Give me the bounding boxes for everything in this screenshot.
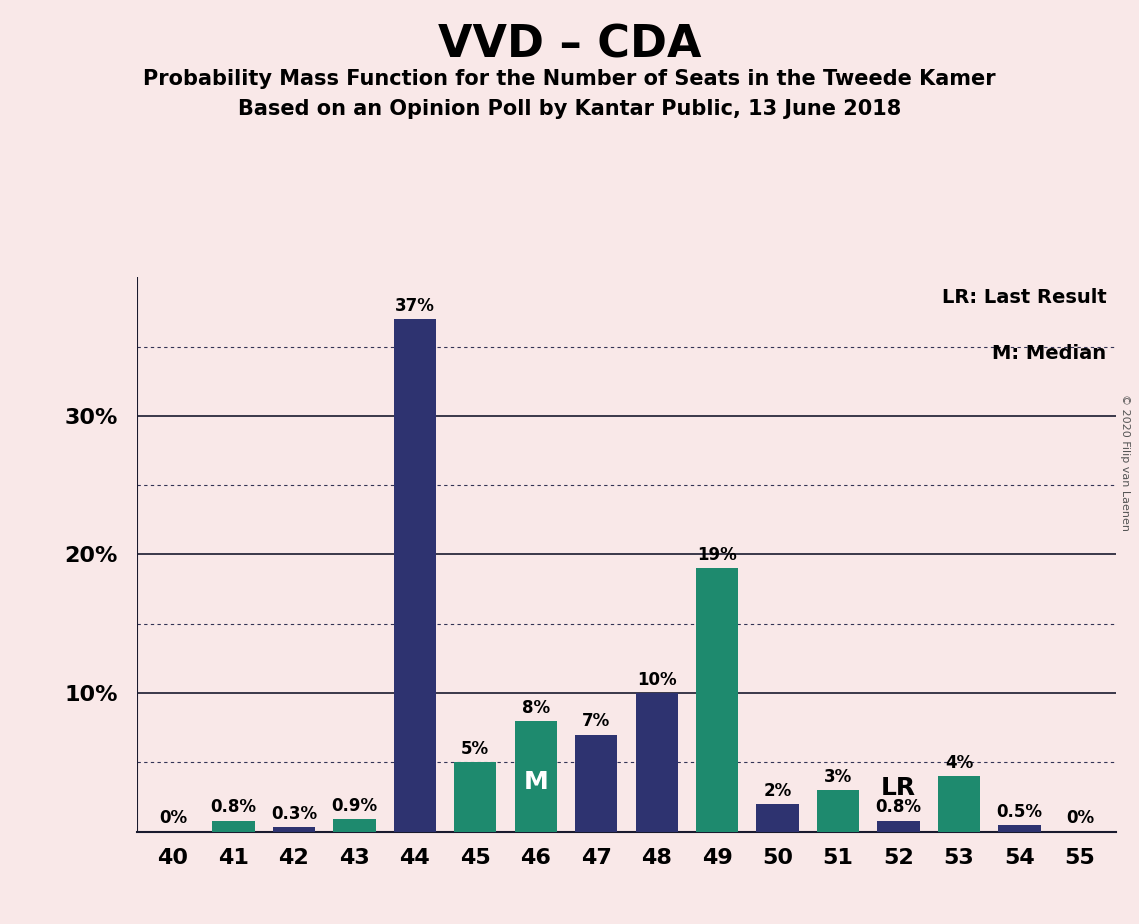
- Bar: [877, 821, 919, 832]
- Bar: [937, 776, 981, 832]
- Text: M: M: [524, 770, 548, 794]
- Text: 19%: 19%: [697, 546, 737, 564]
- Text: 0%: 0%: [159, 809, 187, 828]
- Bar: [817, 790, 859, 832]
- Text: 0.8%: 0.8%: [876, 798, 921, 817]
- Bar: [334, 819, 376, 832]
- Text: 0.5%: 0.5%: [997, 803, 1042, 821]
- Text: 2%: 2%: [763, 782, 792, 799]
- Bar: [998, 824, 1041, 832]
- Text: M: Median: M: Median: [992, 344, 1106, 363]
- Bar: [212, 821, 255, 832]
- Text: 3%: 3%: [823, 768, 852, 785]
- Text: 7%: 7%: [582, 712, 611, 730]
- Text: LR: Last Result: LR: Last Result: [942, 288, 1106, 308]
- Text: LR: LR: [880, 776, 916, 799]
- Bar: [515, 721, 557, 832]
- Text: 0.9%: 0.9%: [331, 797, 377, 815]
- Text: Based on an Opinion Poll by Kantar Public, 13 June 2018: Based on an Opinion Poll by Kantar Publi…: [238, 99, 901, 119]
- Text: 4%: 4%: [945, 754, 973, 772]
- Bar: [272, 828, 316, 832]
- Text: VVD – CDA: VVD – CDA: [437, 23, 702, 67]
- Bar: [636, 693, 678, 832]
- Bar: [394, 319, 436, 832]
- Text: 8%: 8%: [522, 699, 550, 717]
- Text: 0.8%: 0.8%: [211, 798, 256, 817]
- Text: 0%: 0%: [1066, 809, 1093, 828]
- Text: Probability Mass Function for the Number of Seats in the Tweede Kamer: Probability Mass Function for the Number…: [144, 69, 995, 90]
- Text: 10%: 10%: [637, 671, 677, 689]
- Bar: [575, 735, 617, 832]
- Bar: [696, 568, 738, 832]
- Text: © 2020 Filip van Laenen: © 2020 Filip van Laenen: [1120, 394, 1130, 530]
- Text: 5%: 5%: [461, 740, 490, 758]
- Bar: [454, 762, 497, 832]
- Bar: [756, 804, 798, 832]
- Text: 37%: 37%: [395, 297, 435, 314]
- Text: 0.3%: 0.3%: [271, 806, 317, 823]
